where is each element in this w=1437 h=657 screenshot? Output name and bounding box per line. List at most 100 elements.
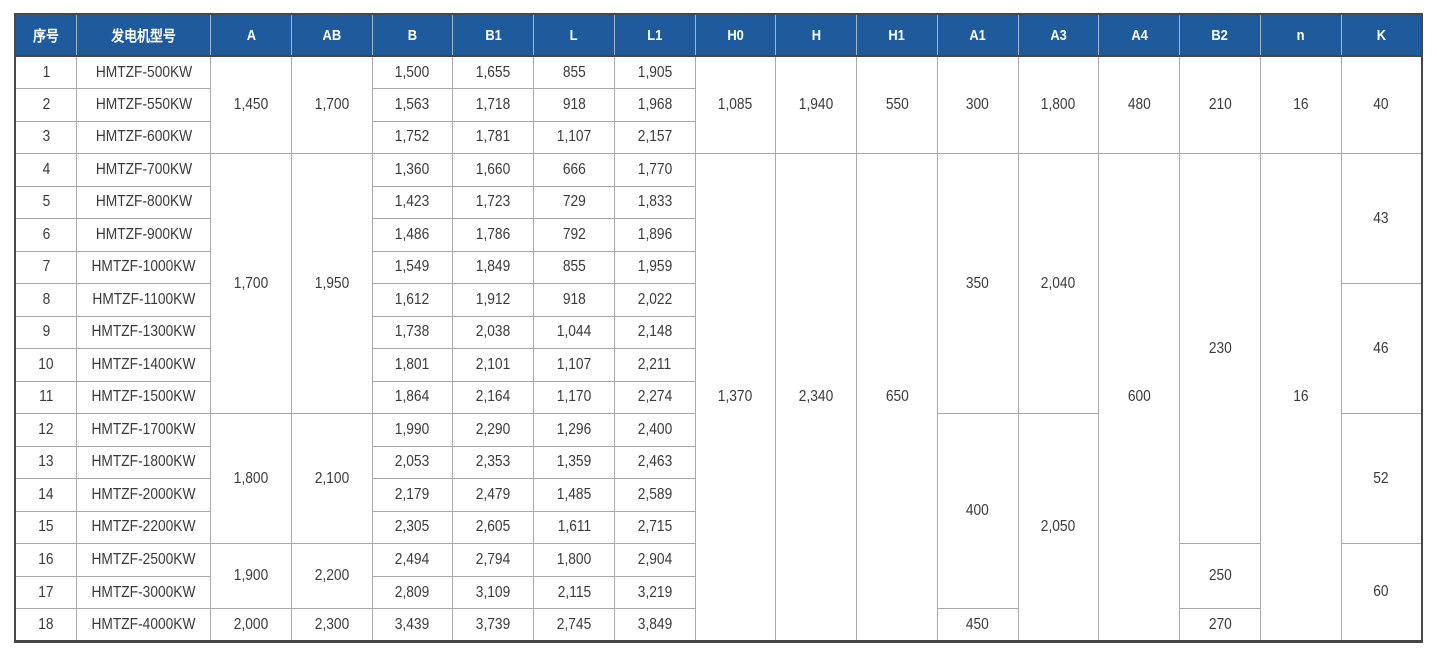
cell-text: 400 (966, 502, 990, 520)
cell-L1-row16: 2,904 (613, 543, 696, 577)
cell-L-row15: 1,611 (533, 510, 615, 545)
cell-B-row4: 1,360 (371, 153, 454, 187)
header-label: L1 (647, 26, 663, 44)
cell-text: HMTZF-1400KW (91, 355, 196, 373)
cell-text: 1,359 (556, 453, 592, 471)
cell-text: 2,179 (395, 485, 430, 503)
header-cell-A: A (210, 14, 292, 57)
cell-xuhao-row8: 8 (14, 283, 78, 317)
cell-model-row16: HMTZF-2500KW (76, 543, 212, 577)
header-label: A3 (1050, 26, 1067, 44)
cell-text: 1,723 (475, 193, 511, 211)
cell-text: 1,896 (637, 225, 672, 243)
cell-model-row5: HMTZF-800KW (76, 185, 212, 220)
cell-text: 2,157 (637, 128, 672, 146)
cell-A-row1: 1,450 (210, 55, 292, 155)
cell-L-row12: 1,296 (533, 413, 615, 447)
cell-L-row6: 792 (533, 218, 615, 252)
cell-L-row8: 918 (533, 283, 615, 317)
cell-L1-row4: 1,770 (613, 153, 696, 187)
cell-A-row18: 2,000 (210, 608, 292, 642)
cell-xuhao-row11: 11 (14, 380, 78, 415)
cell-text: 3,849 (637, 615, 672, 633)
cell-text: 2,200 (314, 567, 349, 585)
cell-text: 14 (38, 485, 54, 503)
cell-text: HMTZF-2200KW (91, 518, 196, 536)
cell-model-row7: HMTZF-1000KW (76, 250, 212, 285)
header-label: 发电机型号 (111, 27, 176, 45)
cell-xuhao-row5: 5 (14, 185, 78, 220)
cell-A3-row4: 2,040 (1017, 153, 1100, 415)
cell-text: 3 (42, 128, 51, 146)
header-label: K (1376, 26, 1386, 44)
table-row-16: 16 HMTZF-2500KW 1,900 2,200 2,494 2,794 1,800 2… (14, 543, 1423, 642)
header-cell-L: L (533, 14, 615, 57)
cell-text: 2,745 (556, 615, 592, 633)
cell-AB-row4: 1,950 (290, 153, 373, 415)
cell-B-row1: 1,500 (371, 55, 454, 90)
cell-text: 1,360 (395, 160, 430, 178)
cell-B1-row9: 2,038 (452, 315, 535, 350)
cell-text: 2,274 (637, 388, 672, 406)
cell-K-row12: 52 (1340, 413, 1423, 545)
cell-xuhao-row10: 10 (14, 348, 78, 382)
cell-text: 1,950 (314, 274, 349, 292)
cell-text: 1,485 (556, 485, 592, 503)
cell-model-row4: HMTZF-700KW (76, 153, 212, 187)
header-cell-B1: B1 (452, 14, 535, 57)
cell-text: 1,801 (395, 355, 430, 373)
header-label: L (570, 26, 578, 44)
cell-text: 1,752 (395, 128, 430, 146)
cell-text: 1,959 (637, 258, 672, 276)
table-row-13: 13 HMTZF-1800KW 2,053 2,353 1,359 2,463 (14, 445, 1422, 480)
cell-text: HMTZF-800KW (95, 193, 192, 211)
cell-text: 2,148 (637, 323, 672, 341)
cell-AB-row18: 2,300 (290, 608, 373, 642)
cell-n-row4: 16 (1259, 153, 1342, 642)
cell-text: HMTZF-3000KW (91, 583, 196, 601)
cell-text: 1,900 (233, 567, 269, 585)
cell-model-row14: HMTZF-2000KW (76, 478, 212, 512)
cell-B1-row15: 2,605 (452, 510, 535, 545)
table-row-17: 17 HMTZF-3000KW 2,809 3,109 2,115 3,219 (14, 575, 1422, 610)
cell-model-row10: HMTZF-1400KW (76, 348, 212, 382)
cell-A-row16: 1,900 (210, 543, 292, 610)
cell-text: 2,589 (637, 485, 672, 503)
cell-text: HMTZF-1700KW (91, 420, 196, 438)
table-row-15: 15 HMTZF-2200KW 2,305 2,605 1,611 2,715 (14, 510, 1422, 545)
cell-text: 2,100 (314, 469, 349, 487)
cell-text: 6 (42, 225, 51, 243)
cell-B-row8: 1,612 (371, 283, 454, 317)
cell-text: 2,904 (637, 550, 672, 568)
cell-text: 2,038 (475, 323, 511, 341)
cell-H0-row1: 1,085 (694, 55, 777, 155)
cell-text: 855 (562, 63, 586, 81)
cell-model-row12: HMTZF-1700KW (76, 413, 212, 447)
cell-L1-row8: 2,022 (613, 283, 696, 317)
cell-L-row5: 729 (533, 185, 615, 220)
cell-text: 1,905 (637, 63, 672, 81)
cell-text: 2,000 (233, 615, 269, 633)
cell-text: 480 (1127, 96, 1151, 114)
cell-text: 1,450 (233, 96, 269, 114)
cell-text: HMTZF-700KW (95, 160, 192, 178)
cell-text: 1,655 (475, 63, 511, 81)
cell-text: HMTZF-600KW (95, 128, 192, 146)
cell-L1-row2: 1,968 (613, 88, 696, 122)
header-label: H (811, 26, 821, 44)
cell-B1-row4: 1,660 (452, 153, 535, 187)
table-row-7: 7 HMTZF-1000KW 1,549 1,849 855 1,959 (14, 250, 1422, 285)
cell-text: 2,353 (475, 453, 511, 471)
cell-text: 2,479 (475, 485, 511, 503)
cell-A1-row4: 350 (936, 153, 1019, 415)
cell-text: HMTZF-900KW (95, 225, 192, 243)
cell-text: 792 (562, 225, 586, 243)
cell-text: 46 (1373, 339, 1389, 357)
header-cell-model: 发电机型号 (76, 14, 212, 57)
header-label: A (246, 26, 256, 44)
cell-text: 9 (42, 323, 51, 341)
header-cell-AB: AB (290, 14, 373, 57)
cell-text: HMTZF-1000KW (91, 258, 196, 276)
cell-text: HMTZF-500KW (95, 63, 192, 81)
